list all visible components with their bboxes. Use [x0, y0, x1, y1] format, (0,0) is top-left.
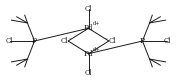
Text: P: P	[140, 37, 145, 45]
Text: Cl: Cl	[61, 37, 68, 45]
Text: d+: d+	[93, 47, 100, 52]
Text: Pd: Pd	[84, 24, 93, 32]
Text: d+: d+	[93, 21, 100, 26]
Text: Cl: Cl	[85, 69, 92, 77]
Text: Cl: Cl	[109, 37, 116, 45]
Text: P: P	[32, 37, 37, 45]
Text: Cl: Cl	[6, 37, 13, 45]
Text: Pd: Pd	[84, 50, 93, 58]
Text: Cl: Cl	[164, 37, 171, 45]
Text: ⁻: ⁻	[69, 39, 72, 43]
Text: ⁻: ⁻	[105, 39, 108, 43]
Text: Cl: Cl	[85, 5, 92, 13]
